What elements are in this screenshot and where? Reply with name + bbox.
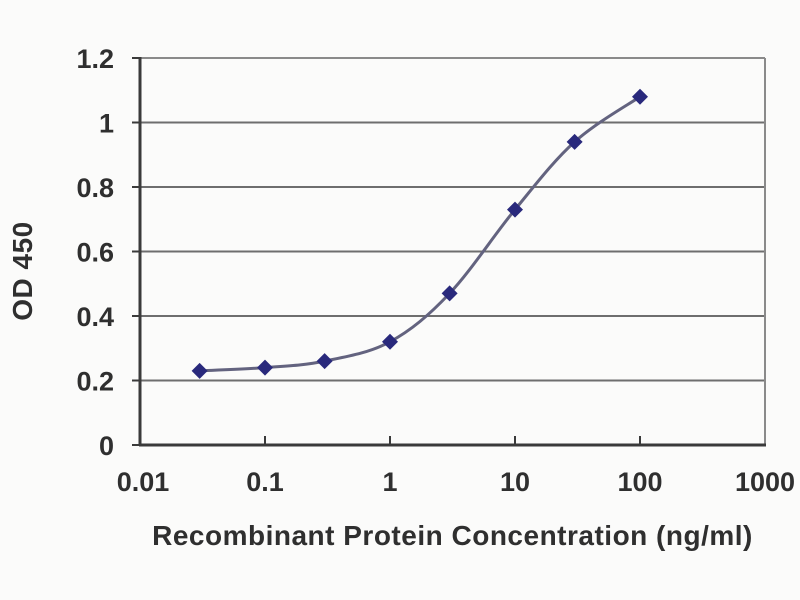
y-tick-label: 0.8 [76,173,114,203]
data-point-marker [507,201,523,218]
x-axis-title: Recombinant Protein Concentration (ng/ml… [152,520,753,551]
y-tick-label: 1.2 [76,44,114,74]
data-point-marker [316,353,333,370]
data-point-marker [441,285,458,302]
y-tick-label: 0.6 [76,238,114,268]
x-tick-label: 0.01 [117,467,170,497]
x-tick-label: 1 [382,467,397,497]
data-point-marker [566,133,583,150]
y-tick-label: 0.2 [76,367,114,397]
y-tick-label: 0.4 [76,302,114,332]
data-point-marker [257,359,273,376]
y-axis-title: OD 450 [7,221,38,321]
x-tick-label: 0.1 [246,467,284,497]
data-point-marker [382,333,398,350]
y-tick-label: 0 [99,431,114,461]
x-tick-label: 100 [617,467,662,497]
x-tick-label: 10 [500,467,530,497]
data-point-marker [632,88,648,105]
y-tick-label: 1 [99,109,114,139]
x-tick-label: 1000 [735,467,795,497]
data-point-marker [191,362,208,379]
series-line [199,95,641,373]
